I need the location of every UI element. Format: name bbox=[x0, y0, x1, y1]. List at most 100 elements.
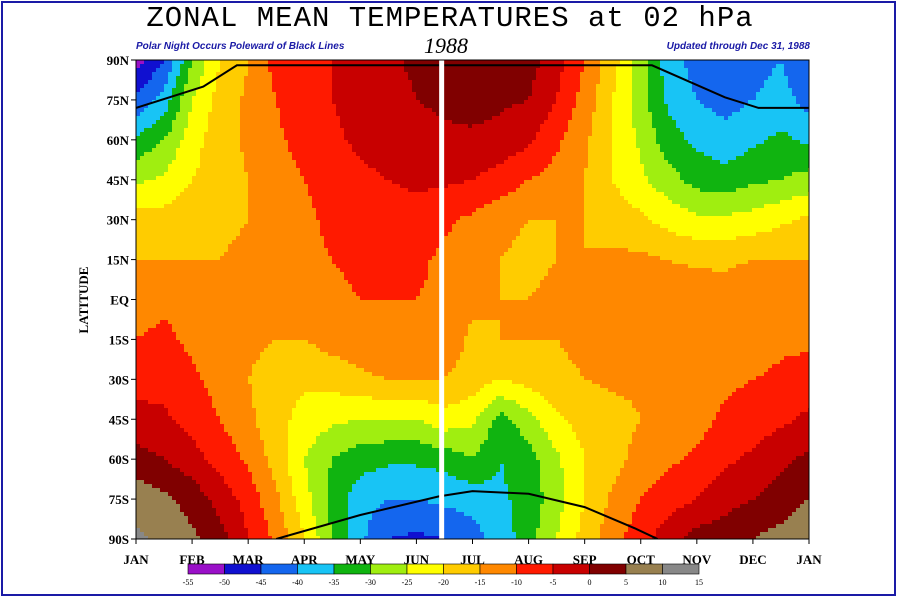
field-cell bbox=[376, 120, 381, 125]
field-cell bbox=[304, 112, 309, 117]
field-cell bbox=[608, 76, 613, 81]
field-cell bbox=[800, 80, 805, 85]
field-cell bbox=[208, 112, 213, 117]
field-cell bbox=[664, 64, 669, 69]
field-cell bbox=[588, 124, 593, 129]
field-cell bbox=[584, 88, 589, 93]
field-cell bbox=[300, 76, 305, 81]
field-cell bbox=[780, 164, 785, 169]
field-cell bbox=[720, 148, 725, 153]
field-cell bbox=[248, 84, 253, 89]
field-cell bbox=[240, 172, 245, 177]
field-cell bbox=[660, 72, 665, 77]
field-cell bbox=[428, 112, 433, 117]
field-cell bbox=[152, 128, 157, 133]
field-cell bbox=[216, 124, 221, 129]
field-cell bbox=[512, 156, 517, 161]
field-cell bbox=[164, 140, 169, 145]
field-cell bbox=[744, 88, 749, 93]
field-cell bbox=[376, 108, 381, 113]
field-cell bbox=[592, 68, 597, 73]
field-cell bbox=[736, 104, 741, 109]
field-cell bbox=[724, 128, 729, 133]
field-cell bbox=[184, 84, 189, 89]
field-cell bbox=[352, 60, 357, 65]
field-cell bbox=[756, 156, 761, 161]
field-cell bbox=[788, 136, 793, 141]
field-cell bbox=[640, 88, 645, 93]
field-cell bbox=[264, 116, 269, 121]
field-cell bbox=[540, 100, 545, 105]
field-cell bbox=[456, 128, 461, 133]
field-cell bbox=[224, 76, 229, 81]
field-cell bbox=[412, 148, 417, 153]
field-cell bbox=[280, 176, 285, 181]
field-cell bbox=[608, 168, 613, 173]
field-cell bbox=[196, 148, 201, 153]
field-cell bbox=[424, 68, 429, 73]
field-cell bbox=[364, 96, 369, 101]
field-cell bbox=[736, 84, 741, 89]
field-cell bbox=[700, 108, 705, 113]
field-cell bbox=[672, 68, 677, 73]
field-cell bbox=[568, 96, 573, 101]
field-cell bbox=[780, 72, 785, 77]
field-cell bbox=[784, 108, 789, 113]
field-cell bbox=[444, 144, 449, 149]
field-cell bbox=[380, 108, 385, 113]
field-cell bbox=[740, 64, 745, 69]
field-cell bbox=[600, 104, 605, 109]
field-cell bbox=[160, 168, 165, 173]
field-cell bbox=[408, 60, 413, 65]
field-cell bbox=[508, 116, 513, 121]
field-cell bbox=[776, 148, 781, 153]
field-cell bbox=[740, 76, 745, 81]
field-cell bbox=[524, 136, 529, 141]
field-cell bbox=[348, 92, 353, 97]
field-cell bbox=[388, 168, 393, 173]
field-cell bbox=[280, 120, 285, 125]
field-cell bbox=[804, 92, 809, 97]
field-cell bbox=[356, 76, 361, 81]
field-cell bbox=[452, 92, 457, 97]
field-cell bbox=[188, 116, 193, 121]
field-cell bbox=[548, 80, 553, 85]
field-cell bbox=[624, 116, 629, 121]
field-cell bbox=[772, 152, 777, 157]
field-cell bbox=[164, 76, 169, 81]
field-cell bbox=[504, 80, 509, 85]
field-cell bbox=[740, 96, 745, 101]
field-cell bbox=[660, 60, 665, 65]
field-cell bbox=[220, 60, 225, 65]
field-cell bbox=[220, 112, 225, 117]
field-cell bbox=[800, 168, 805, 173]
field-cell bbox=[236, 108, 241, 113]
field-cell bbox=[476, 92, 481, 97]
field-cell bbox=[668, 136, 673, 141]
field-cell bbox=[368, 112, 373, 117]
field-cell bbox=[544, 88, 549, 93]
field-cell bbox=[164, 172, 169, 177]
field-cell bbox=[200, 60, 205, 65]
field-cell bbox=[420, 100, 425, 105]
field-cell bbox=[280, 124, 285, 129]
field-cell bbox=[356, 136, 361, 141]
field-cell bbox=[640, 116, 645, 121]
field-cell bbox=[580, 100, 585, 105]
field-cell bbox=[184, 116, 189, 121]
field-cell bbox=[268, 84, 273, 89]
field-cell bbox=[772, 144, 777, 149]
field-cell bbox=[236, 160, 241, 165]
field-cell bbox=[764, 168, 769, 173]
field-cell bbox=[256, 92, 261, 97]
field-cell bbox=[708, 60, 713, 65]
field-cell bbox=[284, 72, 289, 77]
field-cell bbox=[156, 108, 161, 113]
field-cell bbox=[384, 128, 389, 133]
field-cell bbox=[772, 100, 777, 105]
field-cell bbox=[452, 116, 457, 121]
field-cell bbox=[672, 104, 677, 109]
field-cell bbox=[692, 100, 697, 105]
field-cell bbox=[652, 116, 657, 121]
field-cell bbox=[716, 72, 721, 77]
